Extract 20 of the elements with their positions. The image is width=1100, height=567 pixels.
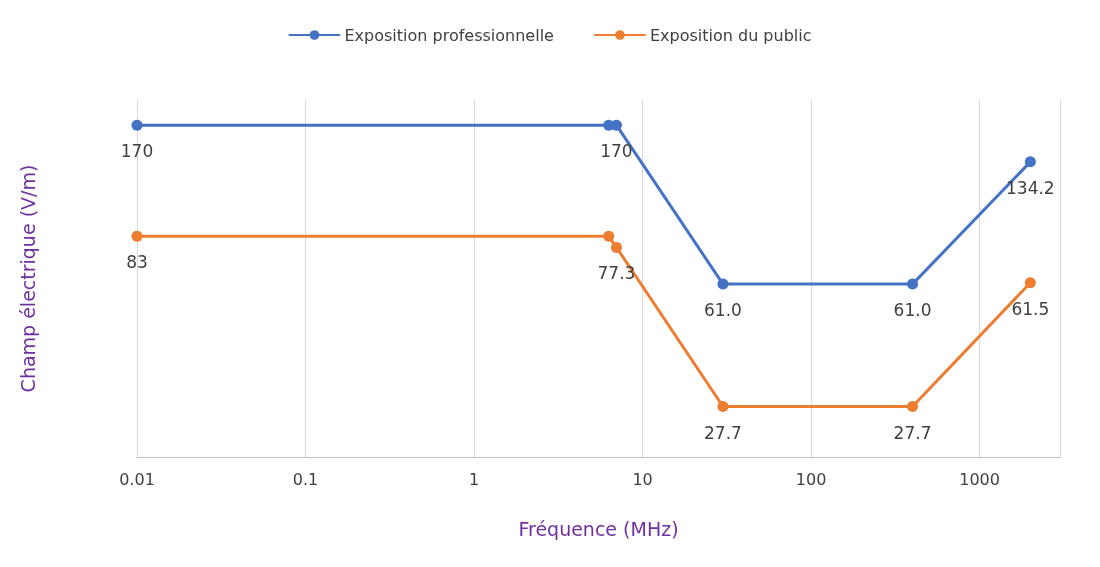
- data-label: 61.5: [1011, 298, 1050, 319]
- x-tick-label: 1000: [959, 469, 1000, 489]
- y-axis-title: Champ électrique (V/m): [16, 164, 39, 393]
- x-tick-label: 0.1: [292, 469, 319, 489]
- legend-label: Exposition du public: [649, 25, 812, 45]
- data-label: 170: [600, 141, 633, 162]
- x-tick-label: 10: [632, 469, 653, 489]
- x-axis-title: Fréquence (MHz): [518, 517, 679, 540]
- data-label: 77.3: [597, 263, 636, 284]
- data-label: 27.7: [893, 422, 932, 443]
- legend-label: Exposition professionnelle: [344, 25, 554, 45]
- x-tick-label: 1: [468, 469, 480, 489]
- data-label: 61.0: [893, 300, 932, 321]
- x-tick-label: 0.01: [119, 469, 155, 489]
- data-label: 83: [126, 252, 148, 273]
- data-label: 170: [120, 141, 154, 162]
- data-label: 27.7: [704, 422, 742, 443]
- x-tick-label: 100: [795, 469, 827, 489]
- data-label: 61.0: [704, 300, 742, 321]
- data-label: 134.2: [1005, 177, 1055, 198]
